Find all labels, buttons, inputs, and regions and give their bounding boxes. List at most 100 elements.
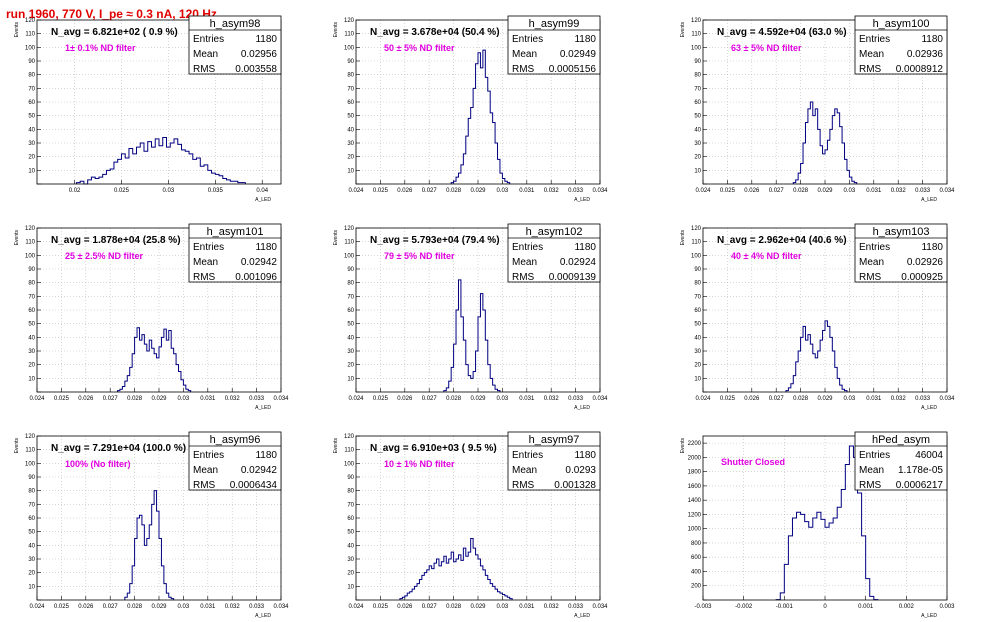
y-tick-label: 2200 (688, 441, 702, 447)
x-tick-label: 0.03 (844, 188, 856, 194)
y-tick-label: 110 (691, 240, 701, 246)
y-tick-label: 120 (344, 18, 355, 24)
y-tick-label: 80 (28, 489, 35, 495)
x-axis-title: A_LED (921, 613, 937, 619)
y-tick-label: 20 (28, 571, 35, 577)
y-tick-label: 1400 (688, 498, 702, 504)
y-tick-label: 60 (694, 100, 701, 106)
y-tick-label: 40 (694, 335, 701, 341)
x-tick-label: 0.031 (519, 604, 535, 610)
y-axis-title: Events (680, 230, 686, 246)
y-tick-label: 20 (28, 155, 35, 161)
x-tick-label: 0.027 (769, 396, 785, 402)
histogram-series (785, 320, 848, 392)
y-tick-label: 70 (347, 86, 354, 92)
x-tick-label: 0.003 (939, 604, 955, 610)
y-tick-label: 120 (25, 18, 36, 24)
stats-value: 1180 (255, 242, 277, 253)
x-tick-label: 0.027 (422, 604, 438, 610)
plot-frame (702, 19, 948, 185)
x-tick-label: 0.03 (497, 188, 509, 194)
y-tick-label: 90 (347, 267, 354, 273)
x-tick-label: 0.033 (568, 604, 584, 610)
x-tick-label: 0.025 (720, 396, 736, 402)
x-tick-label: -0.002 (735, 604, 753, 610)
y-tick-label: 10 (347, 584, 354, 590)
x-tick-label: 0.04 (256, 188, 268, 194)
x-tick-label: 0.024 (29, 604, 45, 610)
x-tick-label: 0.02 (69, 188, 81, 194)
y-tick-label: 110 (25, 240, 35, 246)
y-tick-label: 30 (28, 349, 35, 355)
stats-value: 1180 (921, 242, 943, 253)
stats-label: Entries (512, 242, 543, 253)
y-tick-label: 10 (28, 168, 35, 174)
histogram-series (75, 137, 246, 185)
stats-label: Entries (193, 450, 224, 461)
y-tick-label: 60 (28, 308, 35, 314)
x-tick-label: 0.025 (373, 188, 389, 194)
histogram-panel: 0.024 0.025 0.026 0.027 0.028 0.029 0.03 0.031 0… (680, 15, 955, 203)
plot-frame (355, 19, 601, 185)
stats-value: 0.02926 (907, 257, 944, 268)
x-tick-label: 0.032 (891, 396, 907, 402)
y-tick-label: 40 (28, 543, 35, 549)
y-tick-label: 60 (28, 100, 35, 106)
x-tick-label: 0.034 (273, 604, 289, 610)
x-tick-label: 0.031 (519, 396, 535, 402)
y-axis-title: Events (14, 230, 20, 246)
x-tick-label: 0.035 (208, 188, 224, 194)
y-axis-title: Events (333, 22, 339, 38)
page-title: run 1960, 770 V, I_pe ≈ 0.3 nA, 120 Hz (6, 7, 217, 21)
y-tick-label: 10 (28, 584, 35, 590)
x-tick-label: 0.03 (844, 396, 856, 402)
y-tick-label: 20 (347, 363, 354, 369)
x-tick-label: 0.03 (163, 188, 175, 194)
navg-annotation: N_avg = 4.592e+04 (63.0 %) (717, 27, 847, 38)
x-tick-label: 0.031 (866, 188, 882, 194)
y-tick-label: 70 (28, 294, 35, 300)
y-tick-label: 120 (344, 434, 355, 440)
y-tick-label: 40 (28, 335, 35, 341)
stats-value: 1.178e-05 (898, 465, 943, 476)
histogram-title: h_asym102 (526, 226, 583, 238)
x-tick-label: 0.026 (78, 396, 94, 402)
navg-annotation: N_avg = 5.793e+04 (79.4 %) (370, 235, 500, 246)
stats-label: Mean (193, 49, 218, 60)
x-tick-label: 0.028 (446, 604, 462, 610)
x-tick-label: 0.024 (348, 604, 364, 610)
histogram-title: h_asym99 (529, 18, 580, 30)
x-tick-label: 0.027 (769, 188, 785, 194)
y-tick-label: 120 (25, 434, 36, 440)
stats-value: 0.02942 (241, 257, 278, 268)
stats-value: 0.02942 (241, 465, 278, 476)
x-tick-label: 0.025 (54, 604, 70, 610)
y-tick-label: 50 (347, 114, 354, 120)
stats-value: 0.0006434 (230, 480, 278, 491)
x-axis-title: A_LED (574, 405, 590, 411)
x-tick-label: 0.027 (103, 396, 119, 402)
y-tick-label: 1800 (688, 470, 702, 476)
stats-label: RMS (512, 480, 535, 491)
y-tick-label: 80 (28, 73, 35, 79)
stats-value: 0.0005156 (549, 64, 597, 75)
x-tick-label: 0.032 (544, 188, 560, 194)
x-tick-label: 0.024 (348, 396, 364, 402)
x-tick-label: 0.028 (793, 188, 809, 194)
stats-label: RMS (512, 64, 535, 75)
stats-label: Mean (512, 49, 537, 60)
y-tick-label: 60 (28, 516, 35, 522)
stats-box (854, 15, 948, 75)
y-tick-label: 50 (694, 322, 701, 328)
histogram-panel: 0.024 0.025 0.026 0.027 0.028 0.029 0.03 0.031 0… (333, 223, 608, 411)
y-tick-label: 10 (694, 376, 701, 382)
y-tick-label: 80 (694, 281, 701, 287)
stats-box (507, 223, 601, 283)
x-tick-label: 0.034 (592, 396, 608, 402)
histogram-series (124, 490, 175, 600)
histogram-series (792, 101, 858, 184)
y-tick-label: 90 (694, 59, 701, 65)
x-axis-title: A_LED (574, 613, 590, 619)
y-tick-label: 80 (694, 73, 701, 79)
x-tick-label: 0.026 (397, 604, 413, 610)
